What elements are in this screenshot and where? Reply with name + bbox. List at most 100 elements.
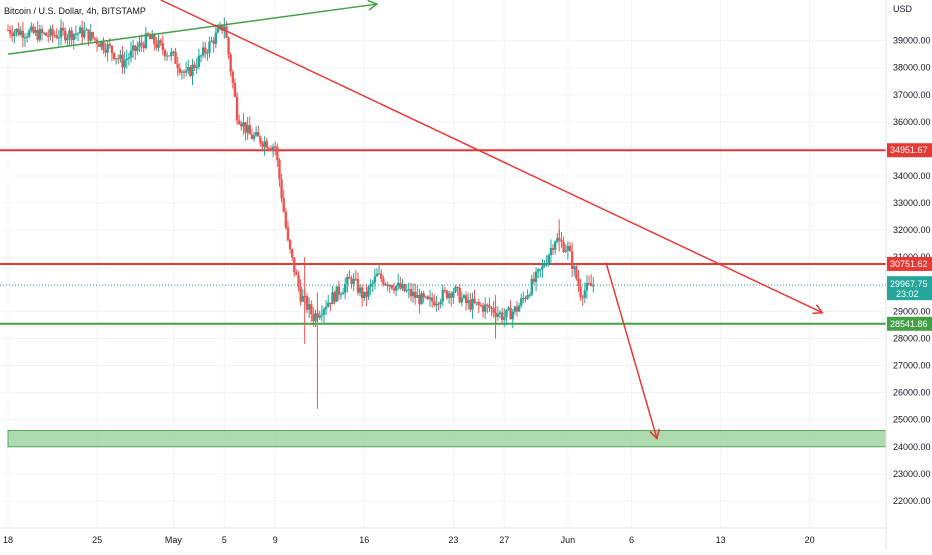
candle-body <box>212 40 215 44</box>
candle-body <box>250 134 254 139</box>
candle-body <box>220 24 224 31</box>
candle-body <box>223 26 226 31</box>
candle-body <box>288 239 292 250</box>
zone-layer <box>7 430 887 448</box>
candle-body <box>333 292 336 302</box>
candle-body <box>430 297 434 302</box>
candle-body <box>42 32 46 34</box>
candle-body <box>23 37 27 39</box>
candle-body <box>15 28 18 32</box>
candle-body <box>182 71 186 73</box>
candle-body <box>257 132 260 137</box>
candle-body <box>481 305 485 312</box>
candle-body <box>208 41 211 53</box>
green-uptrend-arrowhead <box>367 0 379 11</box>
candle-body <box>267 148 271 150</box>
candle-body <box>131 45 135 51</box>
candle-body <box>19 30 22 35</box>
y-tick-label: 32000.00 <box>893 225 931 235</box>
candle-body <box>110 45 114 53</box>
candle-body <box>363 291 366 299</box>
candle-body <box>335 286 338 302</box>
candle-body <box>47 35 50 37</box>
candle-body <box>68 30 71 38</box>
candle-body <box>388 285 391 287</box>
candle-body <box>405 290 408 292</box>
candle-body <box>49 28 52 37</box>
red-projection-arrowhead <box>649 428 660 441</box>
candle-body <box>549 248 553 256</box>
candle-body <box>539 269 542 271</box>
candle-body <box>339 294 343 296</box>
candle-body <box>70 30 73 41</box>
candle-body <box>452 291 455 298</box>
candle-body <box>21 30 25 38</box>
candle-body <box>117 58 120 60</box>
candle-body <box>91 32 95 38</box>
candle-body <box>360 287 364 299</box>
candle-body <box>204 47 207 53</box>
candle-body <box>477 302 481 305</box>
candle-body <box>193 64 196 69</box>
candle-body <box>390 285 394 289</box>
candle-body <box>25 36 29 38</box>
candle-body <box>312 314 315 322</box>
candle-body <box>471 298 474 310</box>
y-tick-label: 37000.00 <box>893 90 931 100</box>
candle-body <box>530 278 534 295</box>
candle-body <box>458 287 461 303</box>
candle-body <box>259 136 262 144</box>
candle-body <box>140 42 143 45</box>
x-axis[interactable]: 18 25 May 5 9 16 23 27 Jun 6 13 20 <box>3 535 815 545</box>
candle-body <box>437 303 440 305</box>
last-price-label: 29967.75 <box>890 279 928 289</box>
candle-body <box>356 278 360 293</box>
candle-body <box>526 295 529 299</box>
candle-body <box>439 301 442 305</box>
candle-body <box>148 35 152 40</box>
countdown-label: 23:02 <box>896 289 919 299</box>
candle-body <box>163 50 167 57</box>
candle-body <box>350 278 353 284</box>
candle-body <box>229 54 232 72</box>
candle-body <box>184 70 188 73</box>
x-tick-label: May <box>165 535 183 545</box>
candle-body <box>102 41 105 50</box>
target-zone <box>7 430 887 448</box>
x-tick-label: 5 <box>222 535 227 545</box>
candle-body <box>216 28 220 33</box>
candle-body <box>496 314 500 317</box>
candle-body <box>151 34 154 40</box>
candle-body <box>233 82 237 97</box>
candle-body <box>528 294 531 296</box>
candle-body <box>157 40 160 48</box>
candle-body <box>284 211 288 228</box>
candle-body <box>348 276 351 279</box>
candle-body <box>293 257 296 273</box>
candle-body <box>38 29 42 40</box>
candle-body <box>592 285 595 287</box>
candle-body <box>365 291 368 297</box>
candle-body <box>112 52 116 59</box>
candle-body <box>560 239 563 242</box>
candle-body <box>428 297 432 300</box>
candle-body <box>282 198 285 212</box>
green-uptrend-line <box>7 3 378 55</box>
candle-body <box>587 282 591 284</box>
price-axis-panel[interactable] <box>886 0 932 550</box>
candle-body <box>59 27 63 38</box>
candle-body <box>246 125 249 133</box>
candle-body <box>375 273 379 277</box>
candle-body <box>541 265 544 270</box>
candle-body <box>547 255 550 264</box>
candle-body <box>189 67 192 77</box>
candle-body <box>524 297 527 299</box>
candle-body <box>187 67 190 71</box>
candle-body <box>358 287 362 293</box>
candle-body <box>401 284 404 289</box>
resistance-30751-badge <box>887 256 932 271</box>
candle-body <box>64 30 67 41</box>
candle-body <box>581 297 584 299</box>
